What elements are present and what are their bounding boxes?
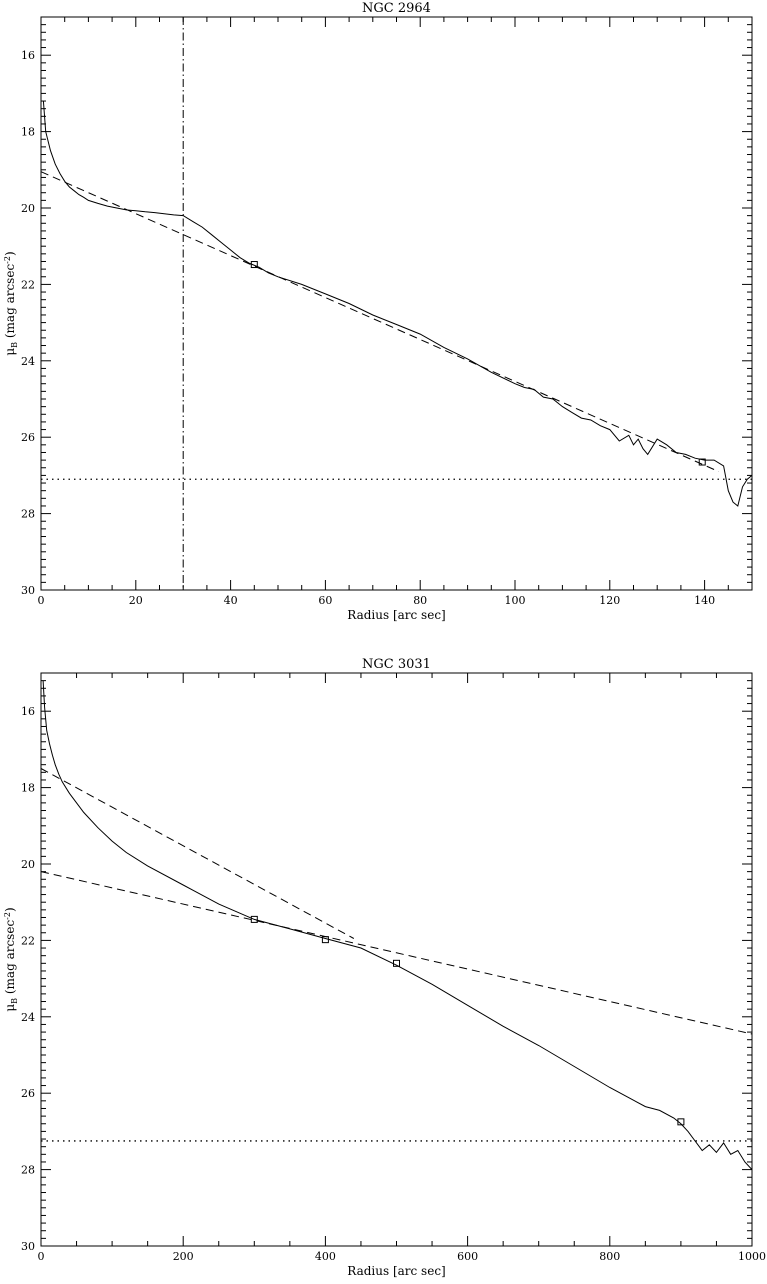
x-axis-label: Radius [arc sec] [347,608,445,622]
y-tick-label: 26 [21,431,35,444]
data-markers [250,261,706,466]
x-tick-label: 200 [173,1250,194,1263]
y-tick-label: 28 [21,508,35,521]
x-tick-label: 80 [413,594,427,607]
x-tick-label: 120 [599,594,620,607]
x-tick-label: 100 [505,594,526,607]
fit-line-1 [40,171,720,473]
y-tick-label: 30 [21,1240,35,1253]
x-tick-label: 140 [694,594,715,607]
y-axis-label-symbol: μ [3,1004,17,1012]
fit-line-1 [40,768,355,939]
x-axis-label: Radius [arc sec] [347,1264,445,1278]
y-axis-label-subscript: B [10,998,19,1004]
square-marker [321,936,329,944]
y-tick-label: 20 [21,858,35,871]
data-series [40,680,753,1170]
profile-line [42,680,753,1170]
x-tick-label: 20 [129,594,143,607]
y-tick-label: 16 [21,705,35,718]
profile-line [42,100,753,507]
y-axis-label-close: ) [3,907,17,912]
y-axis-label-subscript: B [10,342,19,348]
x-tick-label: 0 [38,594,45,607]
data-series [40,100,753,507]
x-tick-label: 0 [38,1250,45,1263]
y-tick-label: 22 [21,934,35,947]
y-tick-label: 28 [21,1164,35,1177]
y-axis-label-units: (mag arcsec [3,264,17,342]
fit-line-2 [40,871,753,1035]
x-tick-label: 600 [457,1250,478,1263]
square-marker [698,458,706,466]
plot-frame [40,672,753,1247]
square-marker [677,1118,685,1126]
y-tick-label: 22 [21,278,35,291]
axis-ticks: 0 20 40 60 80 100 120 140 16 18 20 22 24 26 28 30 [21,16,753,607]
y-tick-label: 24 [21,355,35,368]
y-tick-label: 16 [21,49,35,62]
y-tick-label: 24 [21,1011,35,1024]
y-tick-label: 18 [21,126,35,139]
data-markers [250,915,685,1126]
panel-ngc-3031: NGC 3031 0 200 400 600 800 1000 16 18 20 22 24 26 28… [3,657,766,1278]
y-axis-label: μB (mag arcsec-2) [3,251,19,355]
x-tick-label: 1000 [738,1250,766,1263]
panel-ngc-2964: NGC 2964 0 20 40 60 80 100 120 140 16 18 20 22 24 26 2… [3,1,753,622]
chart-title: NGC 3031 [362,657,431,672]
chart-title: NGC 2964 [362,1,431,16]
axis-ticks: 0 200 400 600 800 1000 16 18 20 22 24 26 28 30 [21,672,766,1263]
y-axis-label-symbol: μ [3,348,17,356]
square-marker [250,261,258,269]
x-tick-label: 40 [224,594,238,607]
square-marker [393,959,400,967]
y-axis-label-superscript: -2 [3,256,12,264]
square-marker [250,915,258,923]
y-tick-label: 30 [21,584,35,597]
y-tick-label: 20 [21,202,35,215]
x-tick-label: 60 [318,594,332,607]
plot-frame [40,16,753,591]
y-axis-label-units: (mag arcsec [3,920,17,998]
x-tick-label: 400 [315,1250,336,1263]
y-axis-label-close: ) [3,251,17,256]
y-tick-label: 18 [21,782,35,795]
y-axis-label: μB (mag arcsec-2) [3,907,19,1011]
y-tick-label: 26 [21,1087,35,1100]
reference-lines [41,17,752,590]
y-axis-label-superscript: -2 [3,912,12,920]
x-tick-label: 800 [599,1250,620,1263]
